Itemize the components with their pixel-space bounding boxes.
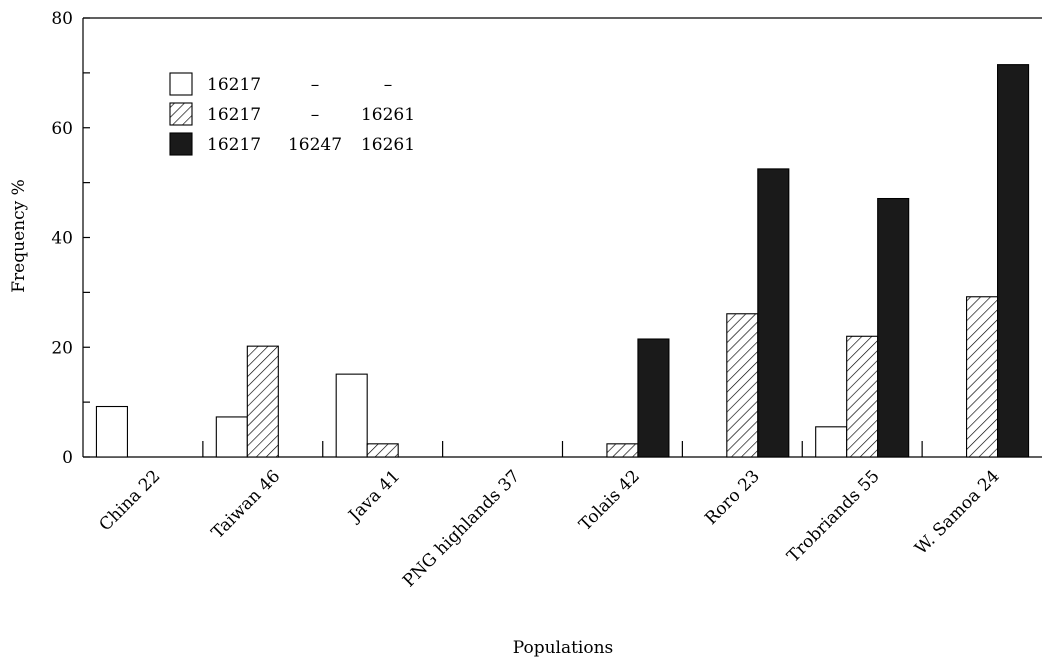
- legend: 16217 – – 16217 – 16261 16217 16247 16261: [169, 72, 415, 156]
- bar: [815, 426, 848, 458]
- bar: [846, 335, 879, 458]
- legend-label: 16261: [361, 105, 415, 125]
- bar: [335, 373, 368, 458]
- legend-swatch: [169, 132, 193, 156]
- legend-label: –: [311, 105, 320, 125]
- legend-label: 16217: [207, 105, 261, 125]
- bar: [726, 313, 759, 458]
- y-tick-label: 60: [51, 119, 73, 139]
- y-tick-label: 80: [51, 9, 73, 29]
- category-label: Roro 23: [701, 466, 764, 529]
- bar: [246, 345, 279, 458]
- category-label: PNG highlands 37: [399, 466, 524, 591]
- bar: [757, 168, 790, 458]
- bar: [637, 338, 670, 458]
- legend-swatch: [169, 72, 193, 96]
- bar: [606, 443, 639, 458]
- category-label: W. Samoa 24: [911, 466, 1003, 558]
- legend-label: 16217: [207, 135, 261, 155]
- legend-label: 16261: [361, 135, 415, 155]
- bar: [997, 64, 1030, 458]
- legend-label: 16217: [207, 75, 261, 95]
- y-tick-label: 20: [51, 338, 73, 358]
- legend-label: 16247: [288, 135, 342, 155]
- chart-bars: [95, 64, 1030, 458]
- y-tick-label: 40: [51, 229, 73, 249]
- legend-label: –: [311, 75, 320, 95]
- category-label: Java 41: [344, 466, 405, 527]
- category-label: Taiwan 46: [208, 466, 285, 543]
- legend-swatch: [169, 102, 193, 126]
- bar: [215, 416, 248, 458]
- bar: [366, 443, 399, 458]
- bar: [966, 296, 999, 458]
- bar: [877, 197, 910, 458]
- chart-ticks: 0 20 40 60 80: [51, 9, 923, 468]
- category-label: Trobriands 55: [783, 466, 883, 566]
- y-tick-label: 0: [62, 448, 73, 468]
- category-label: China 22: [96, 466, 165, 535]
- y-axis-title: Frequency %: [9, 179, 29, 293]
- bar: [95, 405, 128, 458]
- x-axis-title: Populations: [513, 638, 614, 657]
- category-label: Tolais 42: [575, 466, 644, 535]
- legend-label: –: [384, 75, 393, 95]
